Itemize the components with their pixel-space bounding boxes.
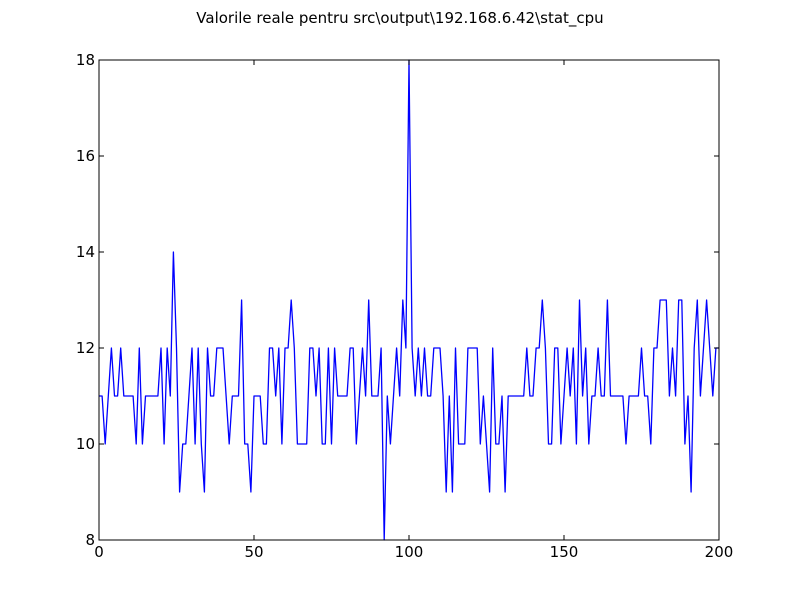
y-tick-label: 14: [76, 243, 95, 261]
y-tick-label: 12: [76, 339, 95, 357]
x-tick-label: 200: [705, 543, 734, 561]
x-tick-label: 0: [94, 543, 104, 561]
x-tick-label: 150: [550, 543, 579, 561]
x-tick-label: 100: [395, 543, 424, 561]
series-line-0: [99, 59, 719, 541]
y-tick-label: 16: [76, 147, 95, 165]
y-tick-label: 18: [76, 51, 95, 69]
chart-title: Valorile reale pentru src\output\192.168…: [196, 9, 604, 27]
y-tick-label: 10: [76, 435, 95, 453]
y-tick-label: 8: [85, 531, 95, 549]
x-tick-label: 50: [244, 543, 263, 561]
plot-area-frame: [98, 59, 720, 541]
